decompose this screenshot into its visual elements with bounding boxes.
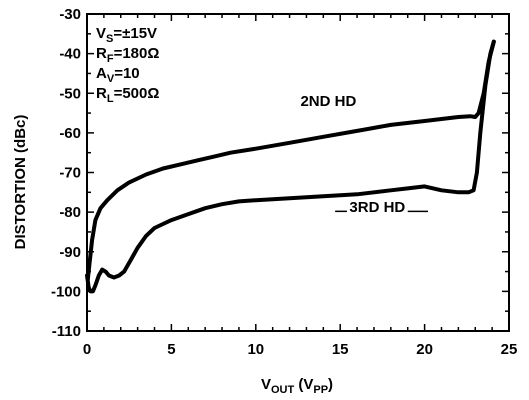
annotation-2nd-hd: 2ND HD <box>300 93 356 110</box>
x-axis-title: VOUT (VPP) <box>261 376 333 396</box>
x-tick-label: 0 <box>83 341 91 358</box>
x-tick-label: 10 <box>247 341 264 358</box>
y-tick-label: -110 <box>52 323 81 340</box>
y-tick-label: -60 <box>59 125 81 142</box>
condition-4: RL=500Ω <box>96 85 159 105</box>
condition-2: RF=180Ω <box>96 45 159 65</box>
y-tick-label: -40 <box>59 46 81 63</box>
series-line-2nd-hd <box>85 39 496 282</box>
y-tick-label: -80 <box>59 204 81 221</box>
series-group <box>85 39 496 294</box>
series-line-3rd-hd <box>85 39 496 294</box>
x-tick-label: 20 <box>416 341 433 358</box>
y-tick-label: -50 <box>59 85 81 102</box>
condition-3: AV=10 <box>96 65 140 85</box>
x-tick-label: 5 <box>167 341 175 358</box>
condition-1: VS=±15V <box>96 25 157 45</box>
x-tick-label: 15 <box>332 341 349 358</box>
annotation-3rd-hd: 3RD HD <box>349 199 405 216</box>
annotations: 2ND HD 3RD HD <box>300 93 428 216</box>
y-axis-title: DISTORTION (dBc) <box>12 115 29 250</box>
y-tick-label: -100 <box>51 283 81 300</box>
y-tick-label: -30 <box>59 6 81 23</box>
y-tick-label: -70 <box>59 165 81 182</box>
x-tick-label: 25 <box>501 341 518 358</box>
y-tick-label: -90 <box>59 244 81 261</box>
ticks: 0 5 10 15 20 25 -30 -40 -50 -60 -70 -80 -90 -100 -110 <box>51 6 517 358</box>
